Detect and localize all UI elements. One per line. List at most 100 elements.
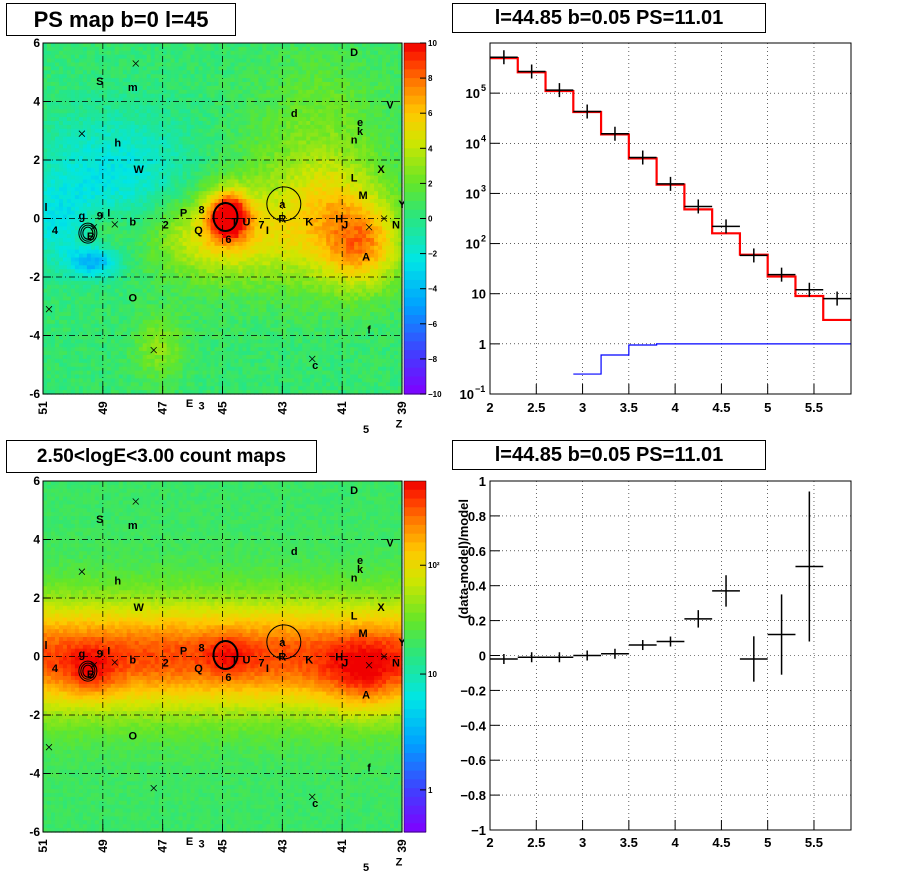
map-cell <box>215 191 220 196</box>
map-cell <box>115 308 120 313</box>
map-cell <box>83 328 88 333</box>
map-cell <box>234 285 239 290</box>
map-cell <box>203 316 208 321</box>
map-cell <box>55 277 60 282</box>
map-cell <box>159 63 164 68</box>
map-cell <box>123 102 128 107</box>
map-cell <box>171 246 176 251</box>
map-cell <box>195 242 200 247</box>
map-cell <box>127 55 132 60</box>
map-cell <box>119 113 124 118</box>
map-cell <box>55 250 60 255</box>
map-cell <box>215 242 220 247</box>
map-cell <box>75 176 80 181</box>
map-cell <box>163 316 168 321</box>
map-cell <box>187 219 192 224</box>
map-cell <box>123 133 128 138</box>
map-cell <box>199 164 204 169</box>
map-cell <box>123 258 128 263</box>
map-cell <box>67 183 72 188</box>
map-cell <box>55 164 60 169</box>
map-cell <box>139 371 144 376</box>
map-cell <box>119 211 124 216</box>
map-cell <box>51 289 56 294</box>
map-cell <box>191 187 196 192</box>
map-cell <box>139 94 144 99</box>
map-cell <box>167 70 172 75</box>
map-cell <box>95 187 100 192</box>
map-cell <box>55 86 60 91</box>
map-cell <box>47 324 52 329</box>
map-cell <box>71 168 76 173</box>
map-cell <box>95 125 100 129</box>
map-cell <box>207 359 212 364</box>
map-cell <box>131 74 136 79</box>
map-cell <box>119 164 124 169</box>
map-cell <box>139 355 144 360</box>
map-cell <box>246 367 251 372</box>
map-cell <box>171 207 176 212</box>
map-cell <box>127 180 132 185</box>
map-cell <box>163 328 168 333</box>
map-cell <box>226 277 231 282</box>
map-cell <box>71 180 76 185</box>
map-cell <box>163 109 168 114</box>
map-cell <box>123 336 128 341</box>
map-cell <box>215 51 220 56</box>
map-cell <box>143 339 148 344</box>
map-cell <box>43 152 48 157</box>
map-cell <box>67 375 72 380</box>
map-cell <box>179 125 184 129</box>
map-cell <box>254 164 259 169</box>
map-cell <box>223 254 228 259</box>
map-cell <box>59 261 64 266</box>
map-cell <box>191 152 196 157</box>
map-cell <box>183 51 188 56</box>
map-cell <box>203 269 208 274</box>
map-cell <box>191 66 196 71</box>
map-cell <box>254 289 259 294</box>
map-cell <box>51 386 56 391</box>
map-cell <box>131 269 136 274</box>
map-cell <box>183 343 188 348</box>
map-cell <box>254 109 259 114</box>
map-cell <box>43 86 48 91</box>
map-cell <box>238 183 243 188</box>
map-cell <box>250 308 255 313</box>
map-cell <box>63 51 68 56</box>
map-cell <box>47 78 52 83</box>
map-cell <box>187 160 192 165</box>
map-cell <box>258 261 263 266</box>
map-cell <box>107 82 112 87</box>
map-cell <box>203 265 208 270</box>
map-cell <box>103 273 108 278</box>
map-cell <box>230 180 235 185</box>
map-cell <box>63 86 68 91</box>
map-cell <box>115 164 120 169</box>
map-cell <box>79 78 84 83</box>
map-cell <box>107 336 112 341</box>
map-cell <box>111 94 116 99</box>
map-cell <box>115 191 120 196</box>
map-cell <box>195 367 200 372</box>
map-cell <box>67 66 72 71</box>
map-cell <box>131 105 136 110</box>
map-cell <box>258 180 263 185</box>
map-cell <box>151 234 156 239</box>
map-cell <box>187 258 192 263</box>
map-cell <box>95 105 100 110</box>
map-cell <box>187 199 192 204</box>
map-cell <box>226 51 231 56</box>
map-cell <box>63 203 68 208</box>
map-cell <box>51 359 56 364</box>
map-cell <box>238 82 243 87</box>
map-cell <box>55 183 60 188</box>
map-cell <box>183 168 188 173</box>
map-cell <box>254 371 259 376</box>
map-cell <box>67 367 72 372</box>
map-cell <box>258 66 263 71</box>
map-cell <box>79 308 84 313</box>
map-cell <box>219 258 224 263</box>
map-cell <box>55 219 60 224</box>
map-cell <box>51 148 56 153</box>
